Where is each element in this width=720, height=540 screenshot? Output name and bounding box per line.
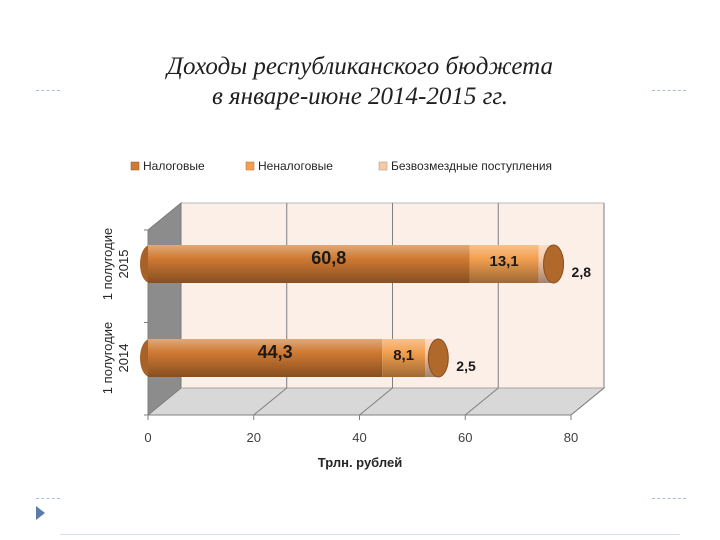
category-label-line: 1 полугодие: [100, 322, 115, 394]
bar-end-cap: [543, 244, 565, 284]
legend-swatch-2: [378, 161, 388, 171]
category-label-0: 1 полугодие 2014: [100, 322, 131, 394]
data-label-2: 2,8: [572, 264, 592, 280]
x-axis-label: Трлн. рублей: [318, 455, 402, 470]
legend-swatch-1: [245, 161, 255, 171]
category-label-line: 2015: [116, 250, 131, 279]
x-tick-label: 40: [352, 430, 366, 445]
data-label-0: 60,8: [311, 248, 346, 268]
bar-segment-0: [148, 245, 470, 283]
data-label-0: 44,3: [258, 342, 293, 362]
decor-bottom-line: [60, 534, 680, 535]
decor-dash-top-left: [36, 90, 60, 91]
decor-dash-bottom-left: [36, 498, 60, 499]
data-label-2: 2,5: [456, 358, 476, 374]
gridline-floor: [570, 387, 605, 416]
gridline-floor: [464, 387, 499, 416]
bar-segment-1: [469, 245, 539, 283]
bar-segment-1: [382, 339, 426, 377]
legend-label-1: Неналоговые: [258, 159, 333, 173]
legend-swatch-0: [130, 161, 140, 171]
category-label-line: 1 полугодие: [100, 228, 115, 300]
chart-side-wall: [147, 201, 182, 417]
x-tick-label: 60: [458, 430, 472, 445]
category-label-1: 1 полугодие 2015: [100, 228, 131, 300]
category-label-line: 2014: [116, 344, 131, 373]
decor-dash-top-right: [652, 90, 686, 91]
chart-title: Доходы республиканского бюджета в январе…: [0, 52, 720, 112]
gridline-floor: [359, 387, 393, 416]
data-label-1: 8,1: [393, 347, 414, 364]
chart-title-line-1: Доходы республиканского бюджета: [167, 53, 553, 80]
bar-end-cap: [427, 338, 449, 378]
gridline-floor: [147, 387, 182, 416]
legend-label-0: Налоговые: [143, 159, 205, 173]
slide-arrow-icon: [36, 506, 45, 520]
x-tick-label: 0: [144, 430, 151, 445]
data-label-1: 13,1: [490, 253, 519, 270]
gridline-floor: [253, 387, 288, 416]
decor-dash-bottom-right: [652, 498, 686, 499]
x-tick-label: 80: [564, 430, 578, 445]
x-tick-label: 20: [247, 430, 261, 445]
bar-segment-0: [148, 339, 383, 377]
chart-title-line-2: в январе-июне 2014-2015 гг.: [211, 83, 509, 110]
legend-label-2: Безвозмездные поступления: [391, 159, 552, 173]
